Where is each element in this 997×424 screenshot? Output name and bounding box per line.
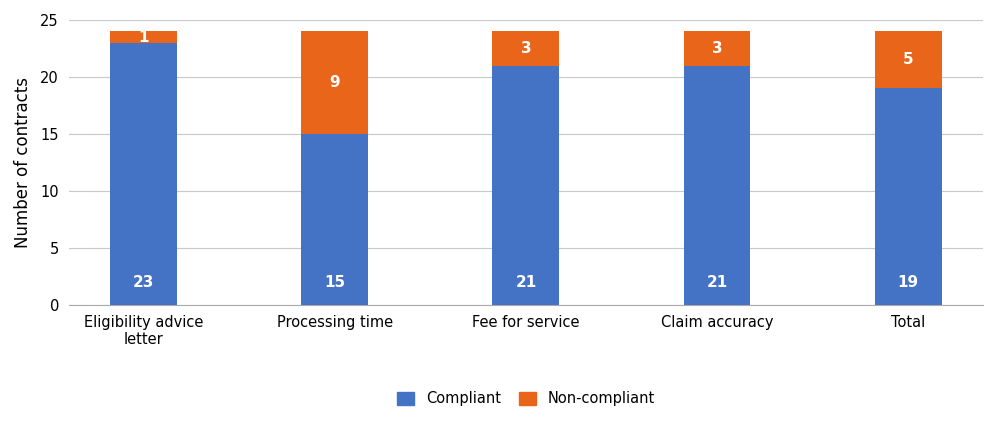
Bar [111, 43, 177, 305]
Text: 1: 1 [139, 30, 149, 45]
Text: 23: 23 [133, 275, 155, 290]
Bar [684, 31, 751, 66]
Text: 19: 19 [897, 275, 918, 290]
Text: 9: 9 [329, 75, 340, 90]
Text: 21: 21 [707, 275, 728, 290]
Bar [493, 66, 559, 305]
Bar [111, 31, 177, 43]
Bar [301, 31, 368, 134]
Bar [874, 31, 941, 88]
Bar [874, 88, 941, 305]
Text: 15: 15 [324, 275, 345, 290]
Text: 21: 21 [515, 275, 536, 290]
Text: 3: 3 [712, 41, 722, 56]
Legend: Compliant, Non-compliant: Compliant, Non-compliant [397, 391, 655, 407]
Bar [301, 134, 368, 305]
Y-axis label: Number of contracts: Number of contracts [14, 77, 32, 248]
Text: 3: 3 [520, 41, 531, 56]
Bar [493, 31, 559, 66]
Text: 5: 5 [903, 52, 913, 67]
Bar [684, 66, 751, 305]
